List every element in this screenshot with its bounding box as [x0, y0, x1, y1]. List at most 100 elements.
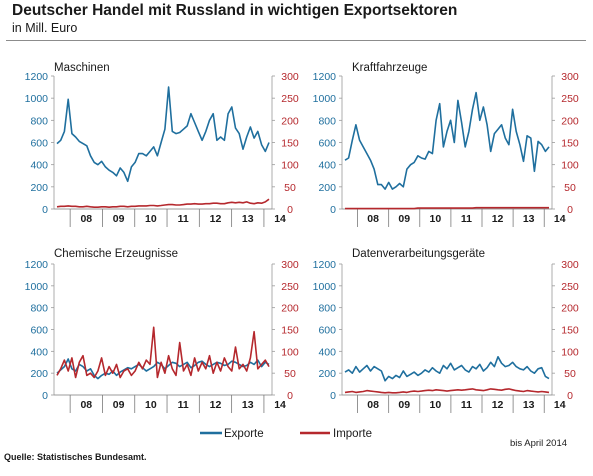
- right-tick-label: 150: [281, 325, 299, 337]
- right-tick-label: 250: [281, 93, 299, 105]
- right-tick-label: 200: [281, 115, 299, 127]
- left-tick-label: 1200: [313, 259, 337, 271]
- source-note: Quelle: Statistisches Bundesamt.: [4, 452, 147, 462]
- year-label: 08: [367, 213, 379, 225]
- panel-2: Kraftfahrzeuge 0 200 400 600 800 1000 1200 0 50 10…: [313, 62, 579, 227]
- left-tick-label: 1000: [25, 93, 49, 105]
- right-tick-label: 250: [561, 281, 579, 293]
- year-label: 13: [242, 399, 254, 411]
- right-tick-label: 100: [561, 346, 579, 358]
- left-tick-label: 400: [318, 160, 336, 172]
- left-tick-label: 200: [30, 182, 48, 194]
- right-tick-label: 150: [561, 138, 579, 150]
- left-tick-label: 200: [318, 368, 336, 380]
- year-label: 09: [398, 399, 410, 411]
- exports-series-line: [344, 91, 550, 190]
- legend-imports-label: Importe: [333, 428, 372, 440]
- panel-1: Maschinen 0 200 400 600 800 1000 1200 0 50 100 150 2…: [25, 62, 299, 227]
- left-tick-label: 0: [330, 390, 336, 402]
- left-tick-label: 800: [318, 115, 336, 127]
- year-label: 14: [554, 399, 566, 411]
- left-tick-label: 400: [318, 346, 336, 358]
- left-tick-label: 1200: [25, 259, 49, 271]
- left-tick-label: 600: [30, 138, 48, 150]
- right-tick-label: 50: [284, 368, 296, 380]
- year-label: 13: [523, 213, 535, 225]
- right-tick-label: 250: [281, 281, 299, 293]
- right-tick-label: 100: [281, 346, 299, 358]
- year-label: 14: [274, 399, 286, 411]
- right-tick-label: 0: [287, 204, 293, 216]
- right-tick-label: 300: [281, 71, 299, 83]
- right-tick-label: 50: [564, 368, 576, 380]
- year-label: 10: [145, 399, 157, 411]
- right-tick-label: 50: [284, 182, 296, 194]
- year-label: 12: [210, 213, 222, 225]
- right-tick-label: 200: [561, 115, 579, 127]
- left-tick-label: 600: [30, 325, 48, 337]
- panel-title: Maschinen: [54, 62, 110, 74]
- panel-title: Datenverarbeitungsgeräte: [352, 248, 485, 260]
- panel-4: Datenverarbeitungsgeräte 0 200 400 600 800 100…: [313, 248, 579, 413]
- year-label: 09: [113, 213, 125, 225]
- year-label: 08: [367, 399, 379, 411]
- right-tick-label: 150: [561, 325, 579, 337]
- page-subtitle: in Mill. Euro: [12, 21, 78, 35]
- imports-series-line: [344, 388, 550, 394]
- imports-series-line: [56, 326, 270, 379]
- left-tick-label: 0: [42, 204, 48, 216]
- imports-series-line: [56, 198, 270, 208]
- panel-3: Chemische Erzeugnisse0200400600800100012…: [25, 248, 299, 413]
- left-tick-label: 1000: [25, 281, 49, 293]
- left-tick-label: 400: [30, 346, 48, 358]
- year-label: 11: [178, 213, 189, 225]
- left-tick-label: 1200: [313, 71, 337, 83]
- year-label: 13: [242, 213, 254, 225]
- year-label: 08: [80, 399, 92, 411]
- left-tick-label: 600: [318, 325, 336, 337]
- right-tick-label: 300: [281, 259, 299, 271]
- right-tick-label: 200: [561, 303, 579, 315]
- left-tick-label: 200: [318, 182, 336, 194]
- left-tick-label: 200: [30, 368, 48, 380]
- left-tick-label: 400: [30, 160, 48, 172]
- left-tick-label: 800: [30, 115, 48, 127]
- right-tick-label: 250: [561, 93, 579, 105]
- left-tick-label: 800: [318, 303, 336, 315]
- year-label: 10: [145, 213, 157, 225]
- right-tick-label: 200: [281, 303, 299, 315]
- right-tick-label: 100: [281, 160, 299, 172]
- left-tick-label: 1200: [25, 71, 49, 83]
- year-label: 13: [523, 399, 535, 411]
- page-title: Deutscher Handel mit Russland in wichtig…: [12, 2, 458, 19]
- year-label: 11: [461, 213, 472, 225]
- year-label: 12: [492, 399, 504, 411]
- right-tick-label: 0: [567, 204, 573, 216]
- year-label: 11: [178, 399, 189, 411]
- panel-title: Kraftfahrzeuge: [352, 62, 427, 74]
- year-label: 09: [398, 213, 410, 225]
- exports-series-line: [344, 355, 550, 382]
- left-tick-label: 1000: [313, 281, 337, 293]
- left-tick-label: 0: [42, 390, 48, 402]
- right-tick-label: 150: [281, 138, 299, 150]
- year-label: 14: [274, 213, 286, 225]
- legend: Exporte Importe: [200, 428, 372, 440]
- year-label: 08: [80, 213, 92, 225]
- panel-title: Chemische Erzeugnisse: [54, 248, 178, 260]
- year-label: 12: [210, 399, 222, 411]
- right-tick-label: 0: [567, 390, 573, 402]
- title-rule: [6, 40, 586, 41]
- left-tick-label: 1000: [313, 93, 337, 105]
- year-label: 10: [429, 213, 441, 225]
- time-range-note: bis April 2014: [510, 438, 568, 449]
- year-label: 14: [554, 213, 566, 225]
- right-tick-label: 100: [561, 160, 579, 172]
- exports-series-line: [56, 86, 270, 183]
- imports-series-line: [345, 206, 549, 210]
- year-label: 11: [461, 399, 472, 411]
- right-tick-label: 50: [564, 182, 576, 194]
- left-tick-label: 0: [330, 204, 336, 216]
